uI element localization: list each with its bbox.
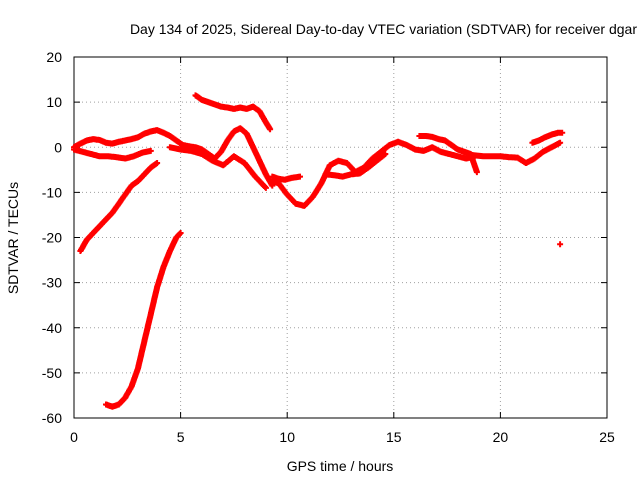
x-tick-label: 20	[493, 429, 509, 445]
x-tick-label: 25	[599, 429, 615, 445]
series-markers	[269, 173, 303, 183]
series-track-dip-11	[269, 138, 478, 209]
series-markers	[166, 144, 269, 191]
y-tick-label: -20	[42, 230, 62, 246]
series-track-rightmost	[463, 139, 564, 166]
y-axis-label: SDTVAR / TECUs	[5, 182, 21, 294]
series-track-steep-rise	[103, 230, 184, 410]
series-markers	[77, 160, 161, 254]
grid	[74, 57, 607, 418]
series-track-right-upper	[529, 129, 566, 146]
data-points	[71, 92, 566, 410]
y-tick-label: -10	[42, 184, 62, 200]
series-markers	[269, 138, 478, 209]
series-markers	[463, 139, 564, 166]
series-markers	[557, 241, 564, 248]
y-tick-label: -60	[42, 410, 62, 426]
series-track-left-rise	[77, 160, 161, 254]
series-markers	[103, 230, 184, 410]
plot-frame	[73, 56, 608, 419]
series-track-low-12	[322, 151, 389, 180]
series-markers	[529, 129, 566, 146]
series-track-spur-9	[269, 173, 303, 183]
series-markers	[71, 146, 154, 162]
x-tick-label: 15	[386, 429, 402, 445]
series-point-isolated	[557, 241, 564, 248]
x-axis-label: GPS time / hours	[287, 458, 394, 474]
x-tick-label: 10	[279, 429, 295, 445]
y-tick-label: -50	[42, 365, 62, 381]
series-track-mid-descend	[166, 144, 269, 191]
axis-ticks: 0 5 10 15 20 25 -60 -50 -40 -30 -20 -10 0 10 20	[42, 49, 615, 445]
series-track-right-ledge	[416, 133, 480, 176]
y-tick-label: 20	[46, 49, 62, 65]
series-markers	[416, 133, 480, 176]
chart-title: Day 134 of 2025, Sidereal Day-to-day VTE…	[130, 21, 637, 37]
y-tick-label: 0	[54, 139, 62, 155]
series-markers	[322, 151, 389, 180]
y-tick-label: -40	[42, 320, 62, 336]
x-tick-label: 5	[177, 429, 185, 445]
x-tick-label: 0	[70, 429, 78, 445]
series-markers	[192, 92, 274, 133]
y-tick-label: -30	[42, 275, 62, 291]
series-track-main-lower	[71, 146, 154, 162]
series-track-upper-arc	[192, 92, 274, 133]
y-tick-label: 10	[46, 94, 62, 110]
